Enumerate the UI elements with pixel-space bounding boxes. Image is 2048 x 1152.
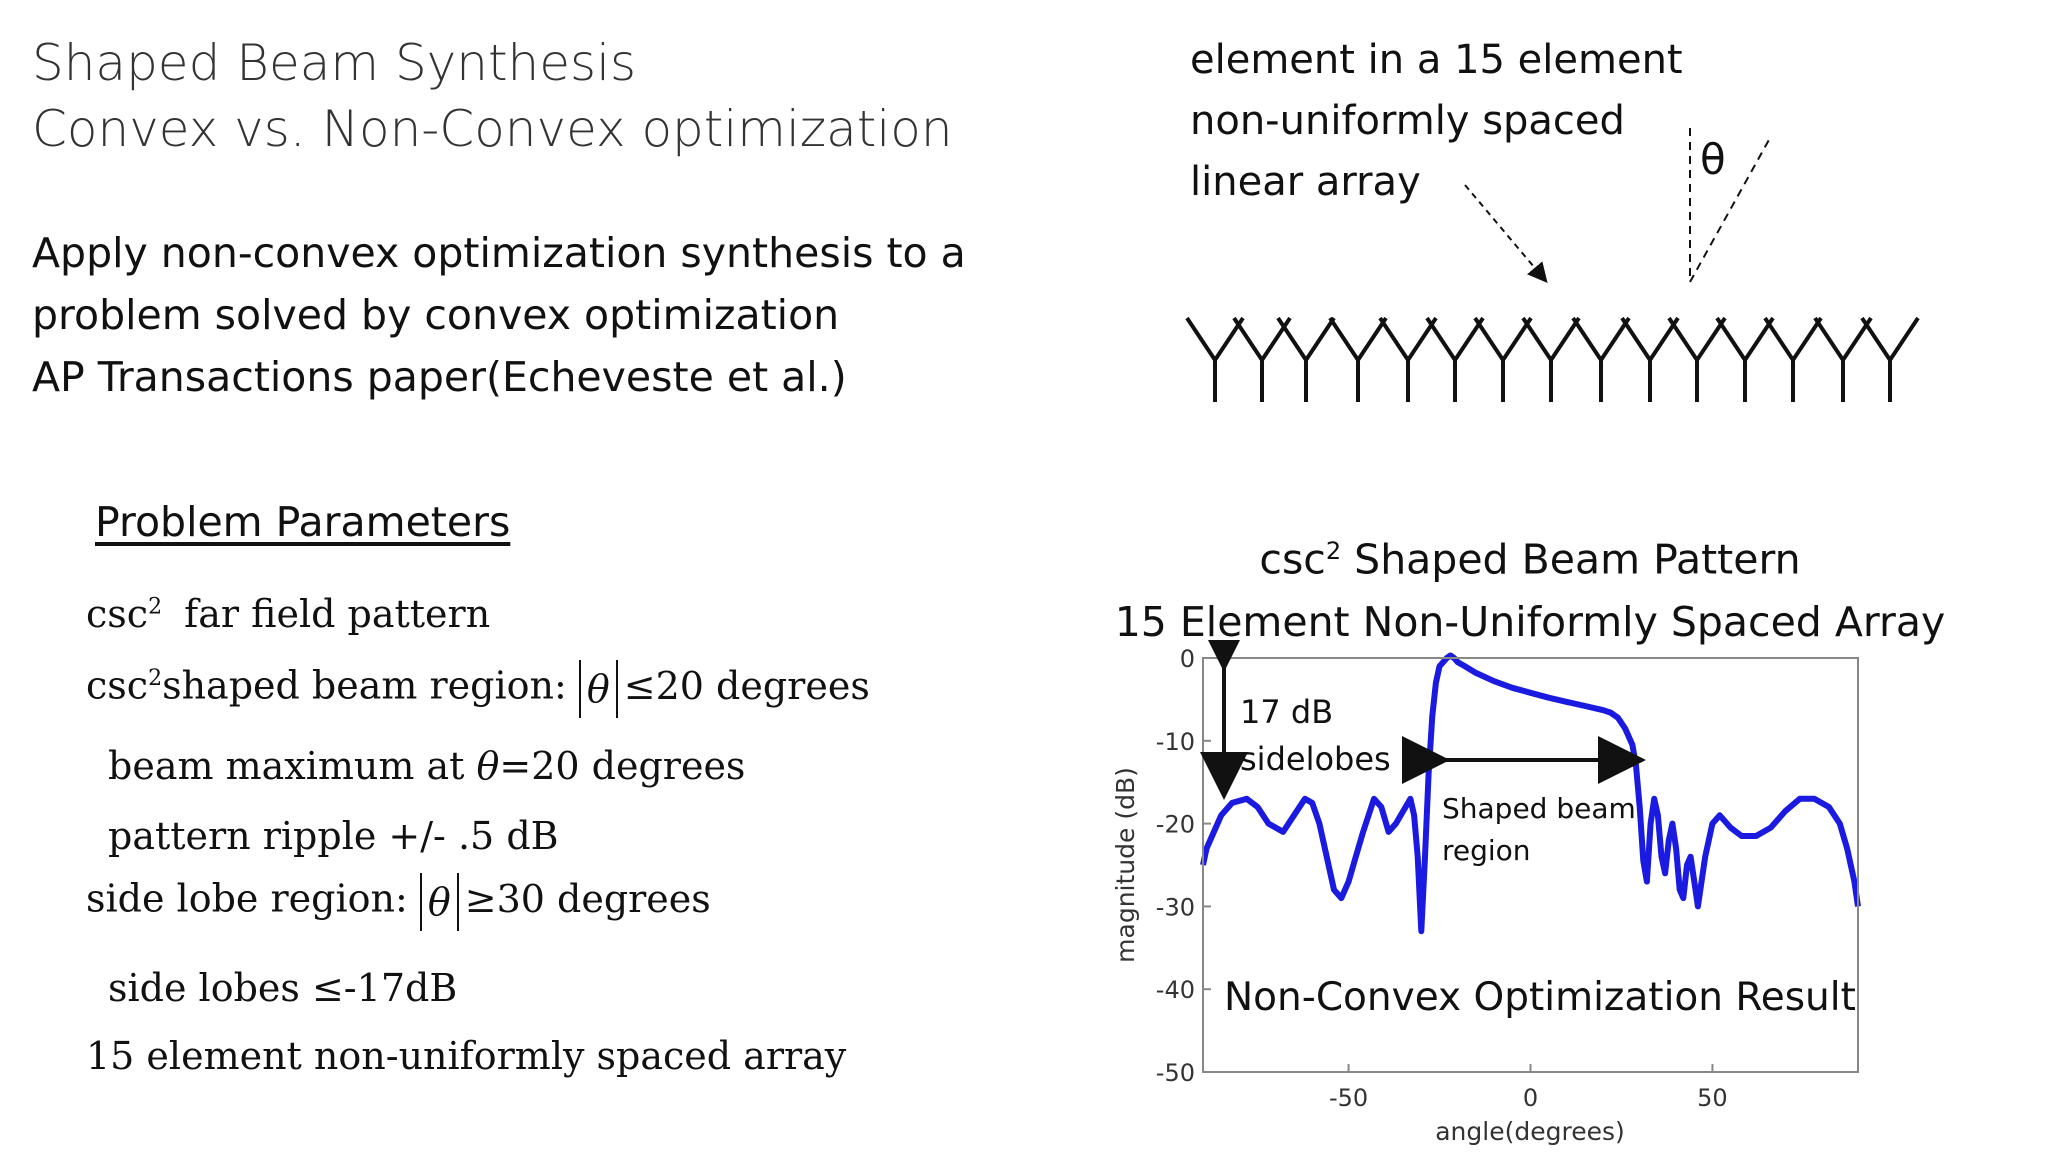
param-sidelobe-level: side lobes ≤-17dB bbox=[108, 966, 458, 1010]
intro-line2: problem solved by convex optimization bbox=[32, 291, 840, 339]
array-element-icon bbox=[1185, 316, 1245, 402]
array-label-line3: linear array bbox=[1190, 159, 1421, 205]
intro-line3: AP Transactions paper(Echeveste et al.) bbox=[32, 353, 847, 401]
param-sup: 2 bbox=[148, 594, 163, 620]
chart-title-text: csc bbox=[1259, 535, 1326, 584]
annotation-17db: 17 dB bbox=[1240, 693, 1333, 731]
y-tick-label: -40 bbox=[1156, 976, 1195, 1004]
annotation-result: Non-Convex Optimization Result bbox=[1224, 975, 1856, 1020]
param-var: θ bbox=[476, 744, 500, 788]
y-axis-label: magnitude (dB) bbox=[1111, 767, 1140, 963]
parameters-heading: Problem Parameters bbox=[95, 498, 511, 546]
array-elements bbox=[1185, 316, 1920, 402]
param-beam-max: beam maximum at θ=20 degrees bbox=[108, 744, 745, 788]
array-element-icon bbox=[1620, 316, 1680, 402]
array-element-icon bbox=[1667, 316, 1727, 402]
array-element-icon bbox=[1425, 316, 1485, 402]
theta-label: θ bbox=[1700, 135, 1726, 184]
y-tick-label: -30 bbox=[1156, 893, 1195, 921]
param-shaped-region: csc2shaped beam region: θ ≤20 degrees bbox=[86, 660, 870, 718]
array-element-icon bbox=[1860, 316, 1920, 402]
chart-title-line1: csc2 Shaped Beam Pattern bbox=[1060, 520, 2000, 591]
axis-ticks: 0 -10 -20 -30 -40 -50 -50 0 50 bbox=[1156, 645, 1728, 1112]
y-tick-label: -20 bbox=[1156, 811, 1195, 839]
array-element-icon bbox=[1813, 316, 1873, 402]
param-text: csc bbox=[86, 592, 149, 636]
array-element-icon bbox=[1232, 316, 1292, 402]
x-tick-label: -50 bbox=[1329, 1084, 1368, 1112]
chart-title: csc2 Shaped Beam Pattern 15 Element Non-… bbox=[1060, 520, 2000, 653]
param-far-field: csc2 far field pattern bbox=[86, 592, 490, 636]
param-sup: 2 bbox=[148, 665, 163, 691]
pattern-line bbox=[1200, 652, 1861, 935]
y-tick-label: 0 bbox=[1180, 645, 1195, 673]
x-axis-label: angle(degrees) bbox=[1435, 1117, 1625, 1146]
y-tick-label: -50 bbox=[1156, 1059, 1195, 1087]
param-array: 15 element non-uniformly spaced array bbox=[86, 1034, 847, 1078]
intro-text: Apply non-convex optimization synthesis … bbox=[32, 222, 966, 408]
array-element-icon bbox=[1715, 316, 1775, 402]
x-tick-label: 50 bbox=[1697, 1084, 1728, 1112]
array-label-line2: non-uniformly spaced bbox=[1190, 98, 1625, 144]
theta-direction-line bbox=[1689, 137, 1771, 283]
array-element-icon bbox=[1763, 316, 1823, 402]
chart-title-line2: 15 Element Non-Uniformly Spaced Array bbox=[1114, 597, 1946, 646]
param-text: ≤20 degrees bbox=[623, 663, 870, 708]
abs-theta: θ bbox=[578, 660, 618, 718]
beam-pattern-chart: 0 -10 -20 -30 -40 -50 -50 0 50 17 dB sidelobes S… bbox=[1111, 640, 1861, 1146]
annotation-region: region bbox=[1442, 834, 1531, 867]
array-element-icon bbox=[1378, 316, 1438, 402]
chart-title-sup: 2 bbox=[1325, 537, 1342, 565]
slide-title-line1: Shaped Beam Synthesis bbox=[32, 34, 637, 92]
param-ripple: pattern ripple +/- .5 dB bbox=[108, 814, 559, 858]
array-label-line1: element in a 15 element bbox=[1190, 37, 1683, 83]
array-element-icon bbox=[1276, 316, 1336, 402]
array-element-icon bbox=[1473, 316, 1533, 402]
param-text: side lobe region: bbox=[86, 876, 420, 921]
intro-line1: Apply non-convex optimization synthesis … bbox=[32, 229, 966, 277]
plot-frame bbox=[1202, 657, 1859, 1073]
array-element-icon bbox=[1521, 316, 1581, 402]
param-text: ≥30 degrees bbox=[464, 876, 711, 921]
slide-title: Shaped Beam Synthesis Convex vs. Non-Con… bbox=[32, 30, 953, 162]
annotation-sidelobes: sidelobes bbox=[1240, 740, 1391, 778]
x-tick-label: 0 bbox=[1523, 1084, 1538, 1112]
y-tick-label: -10 bbox=[1156, 728, 1195, 756]
slide-title-line2: Convex vs. Non-Convex optimization bbox=[32, 100, 953, 158]
param-text: far field pattern bbox=[172, 592, 491, 636]
param-text: =20 degrees bbox=[499, 744, 746, 788]
abs-theta: θ bbox=[419, 873, 459, 931]
array-diagram bbox=[1185, 128, 1920, 402]
annotation-shaped-beam: Shaped beam bbox=[1442, 792, 1636, 825]
array-element-icon bbox=[1328, 316, 1388, 402]
array-label: element in a 15 element non-uniformly sp… bbox=[1190, 30, 1683, 213]
array-element-icon bbox=[1571, 316, 1631, 402]
chart-title-text: Shaped Beam Pattern bbox=[1341, 535, 1801, 584]
element-pointer-arrow bbox=[1464, 184, 1548, 284]
param-sidelobe-region: side lobe region: θ ≥30 degrees bbox=[86, 873, 711, 931]
param-text: shaped beam region: bbox=[162, 663, 579, 708]
param-text: beam maximum at bbox=[108, 744, 477, 788]
param-text: csc bbox=[86, 663, 149, 708]
